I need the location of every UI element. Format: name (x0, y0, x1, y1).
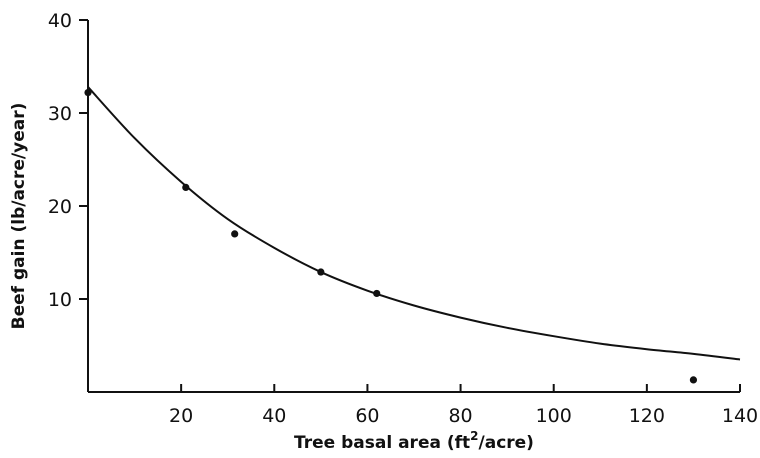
x-tick-label: 100 (536, 405, 572, 427)
y-tick-label: 40 (48, 10, 72, 32)
y-tick-label: 30 (48, 103, 72, 125)
x-tick-label: 60 (355, 405, 379, 427)
y-tick-label: 10 (48, 289, 72, 311)
x-tick-label: 20 (169, 405, 193, 427)
x-tick-label: 120 (629, 405, 665, 427)
x-tick-label: 140 (722, 405, 758, 427)
axes (87, 20, 740, 393)
x-axis-title: Tree basal area (ft2/acre) (294, 429, 534, 453)
data-point (231, 230, 239, 238)
x-ticks: 20 40 60 80 100 120 140 (169, 384, 758, 427)
data-point (689, 376, 698, 384)
data-points (84, 88, 698, 384)
data-point (373, 289, 381, 298)
y-tick-label: 20 (48, 196, 72, 218)
x-axis-title-sup: 2 (470, 429, 478, 443)
fitted-curve (87, 86, 741, 361)
x-axis-title-tail: /acre) (479, 433, 534, 453)
x-tick-label: 40 (262, 405, 286, 427)
data-point (317, 268, 325, 276)
y-ticks: 10 20 30 40 (48, 10, 88, 311)
x-tick-label: 80 (448, 405, 472, 427)
x-axis-title-main: Tree basal area (ft (294, 433, 470, 453)
y-axis-title: Beef gain (lb/acre/year) (9, 103, 29, 330)
data-point (182, 183, 190, 191)
data-point (84, 88, 92, 97)
